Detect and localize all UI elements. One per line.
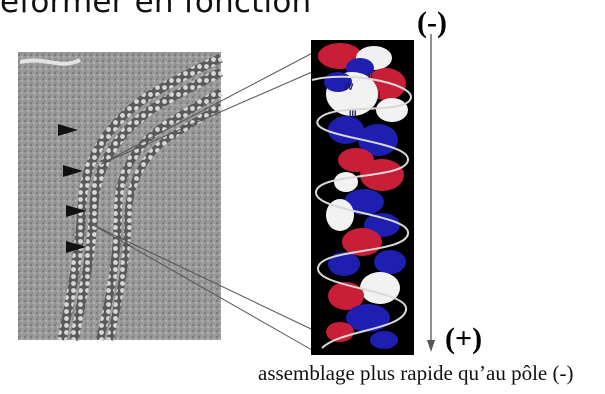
zoom-lines [92, 47, 331, 351]
filament-strand-4 [106, 102, 223, 341]
micrograph [18, 52, 224, 341]
arrow-marker [66, 241, 86, 253]
arrow-marker [58, 124, 78, 136]
subunit-labels: IV II I III [345, 70, 381, 119]
filament-strand-1 [57, 53, 223, 341]
arrow-head-icon [427, 340, 435, 352]
arrow-marker [66, 205, 86, 217]
helix-line [311, 75, 412, 349]
figure-caption: assemblage plus rapide qu’au pôle (-) [258, 361, 574, 385]
subunit-label-i: I [378, 90, 381, 100]
subunit-label-iv: IV [345, 82, 354, 92]
arrow-marker [63, 165, 83, 177]
subunit-label-ii: II [368, 70, 373, 80]
micrograph-arrows [58, 124, 86, 253]
plus-pole-label: (+) [445, 322, 483, 355]
polarity-arrow [427, 34, 435, 352]
molecular-model: IV II I III [311, 40, 414, 355]
subunit-label-iii: III [349, 109, 357, 119]
minus-pole-label: (-) [417, 6, 447, 39]
cut-off-heading: eformer en fonction [0, 0, 312, 20]
filament-strand-3 [96, 88, 223, 341]
